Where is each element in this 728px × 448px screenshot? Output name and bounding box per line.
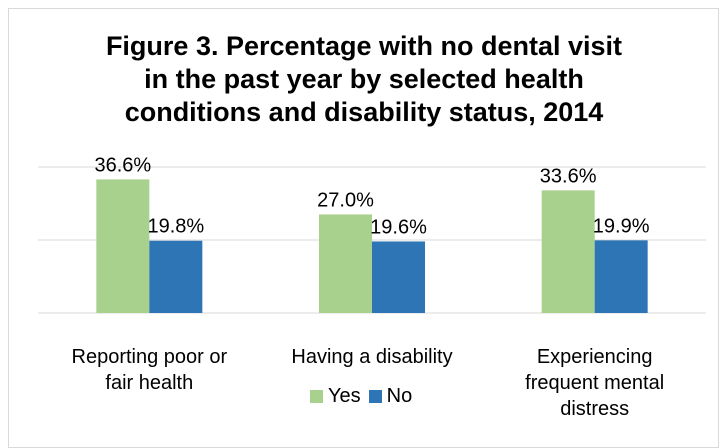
chart-title-line-3: conditions and disability status, 2014 bbox=[124, 97, 604, 127]
bar-yes-2 bbox=[541, 190, 595, 313]
chart-title: Figure 3. Percentage with no dental visi… bbox=[0, 30, 728, 129]
category-label-2-2: distress bbox=[560, 398, 629, 420]
legend-swatch-no bbox=[368, 389, 382, 403]
data-label-no-0: 19.8% bbox=[147, 216, 204, 238]
bar-no-0 bbox=[149, 240, 203, 313]
bar-no-1 bbox=[372, 241, 425, 313]
chart-title-line-1: Figure 3. Percentage with no dental visi… bbox=[105, 31, 623, 61]
category-label-1-0: Having a disability bbox=[291, 346, 452, 368]
bar-chart: 36.6% 19.8% Reporting poor or fair health 27… bbox=[38, 154, 706, 420]
data-label-yes-2: 33.6% bbox=[540, 165, 597, 187]
legend-swatch-yes bbox=[310, 389, 323, 403]
legend-label-yes: Yes bbox=[328, 384, 361, 407]
data-label-yes-0: 36.6% bbox=[94, 154, 151, 176]
data-label-no-2: 19.9% bbox=[593, 215, 650, 237]
category-label-2-0: Experiencing bbox=[537, 346, 653, 368]
bar-yes-0 bbox=[96, 179, 150, 313]
bar-no-2 bbox=[594, 240, 648, 313]
category-label-2-1: frequent mental bbox=[525, 372, 664, 394]
data-label-yes-1: 27.0% bbox=[317, 189, 374, 211]
legend: Yes No bbox=[310, 384, 420, 408]
data-label-no-1: 19.6% bbox=[370, 216, 427, 238]
bar-yes-1 bbox=[319, 214, 372, 313]
chart-title-line-2: in the past year by selected health bbox=[144, 64, 584, 94]
legend-item-yes: Yes bbox=[310, 385, 361, 408]
legend-item-no: No bbox=[368, 384, 413, 408]
category-label-0-0: Reporting poor or bbox=[72, 346, 228, 368]
category-label-0-1: fair health bbox=[105, 372, 193, 394]
legend-label-no: No bbox=[386, 384, 413, 407]
